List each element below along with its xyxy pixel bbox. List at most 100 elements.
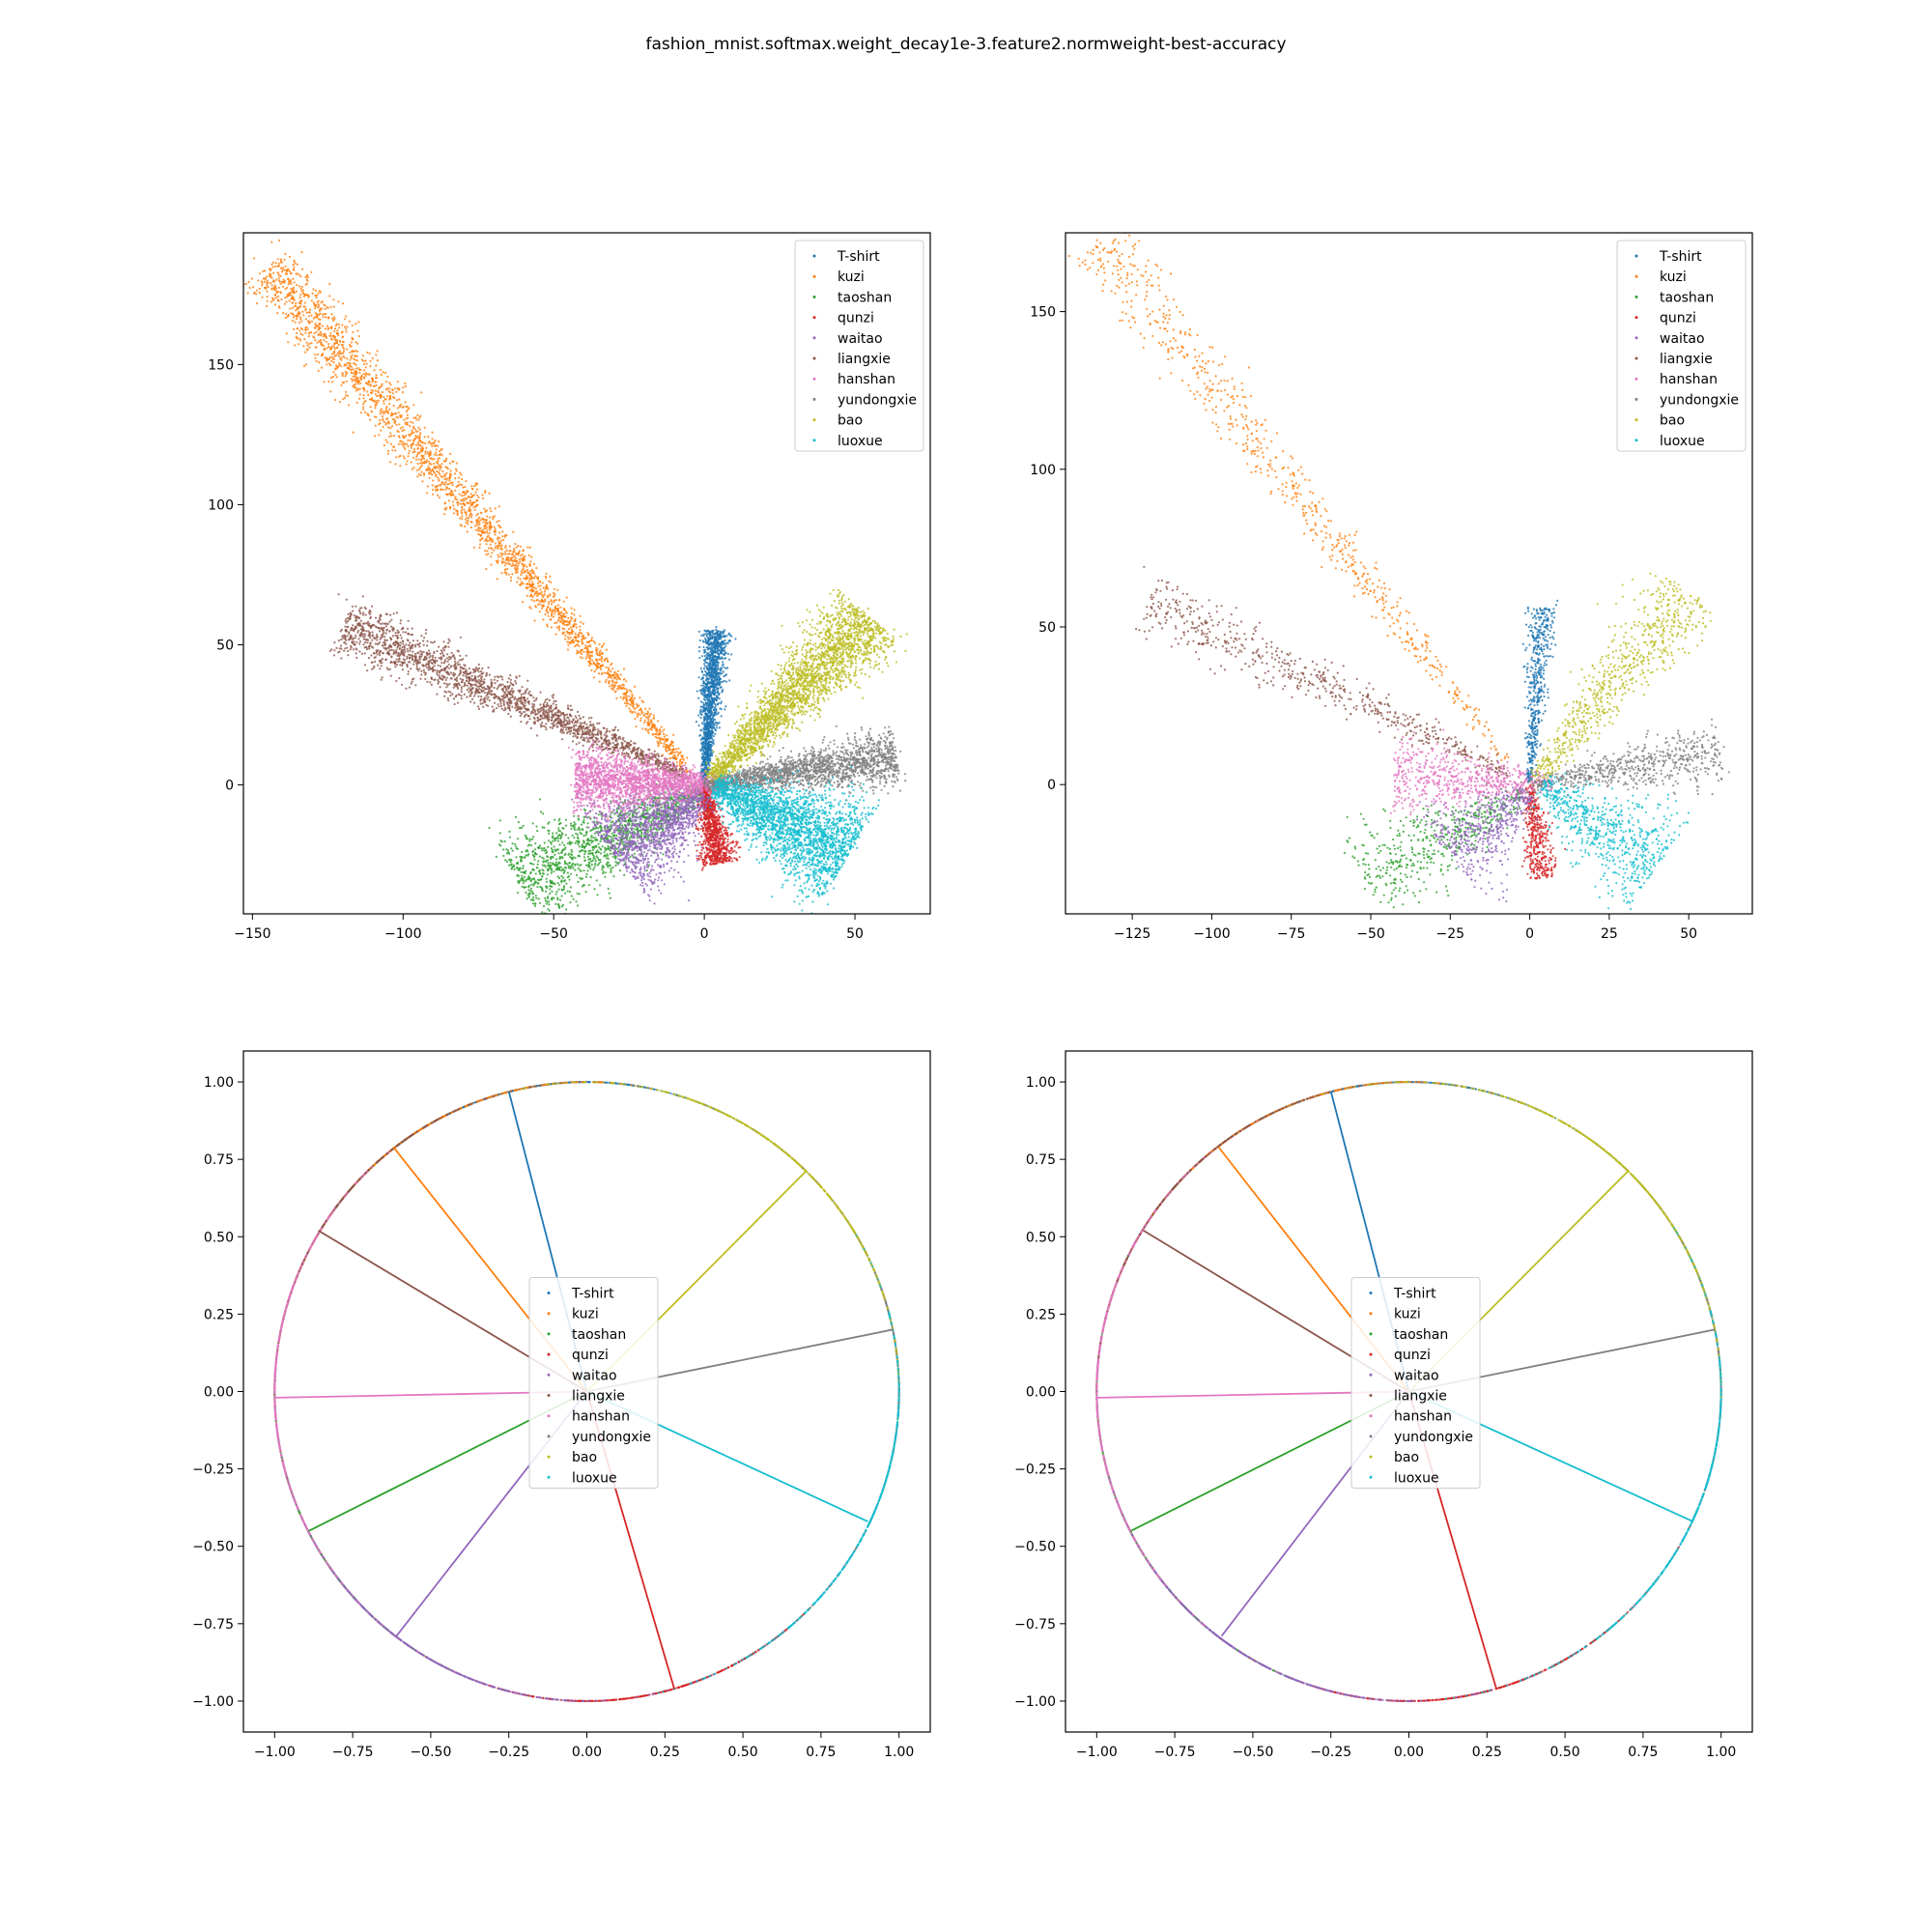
data-point [469, 512, 472, 515]
data-point [716, 647, 719, 650]
data-point [531, 902, 535, 905]
data-point [650, 820, 653, 823]
data-point [437, 440, 440, 442]
data-point [400, 415, 403, 418]
data-point [538, 919, 540, 921]
data-point [571, 841, 574, 844]
data-point [374, 389, 378, 392]
data-point [341, 324, 344, 327]
data-point [522, 549, 525, 552]
data-point [437, 460, 440, 463]
data-point [317, 326, 320, 328]
data-point [537, 860, 540, 863]
data-point [367, 414, 370, 417]
data-point [699, 692, 703, 695]
data-point [580, 869, 582, 873]
data-point [716, 664, 720, 667]
data-point [473, 485, 476, 488]
data-point [395, 456, 398, 459]
data-point [468, 506, 471, 509]
data-point [328, 282, 331, 286]
data-point [589, 655, 592, 658]
data-point [355, 359, 358, 362]
data-point [705, 653, 708, 656]
data-point [357, 380, 360, 384]
data-point [284, 265, 287, 268]
data-point [257, 279, 260, 282]
data-point [266, 284, 269, 287]
data-point [566, 842, 569, 845]
data-point [641, 711, 644, 714]
data-point [461, 505, 464, 508]
data-point [720, 686, 723, 689]
data-point [395, 390, 398, 393]
data-point [383, 400, 385, 403]
data-point [568, 628, 571, 631]
data-point [614, 864, 617, 867]
data-point [377, 399, 381, 402]
data-point [646, 809, 649, 811]
data-point [490, 563, 493, 566]
data-point [727, 658, 731, 661]
data-point [406, 460, 409, 463]
data-point [709, 734, 712, 737]
data-point [384, 371, 387, 375]
data-point [533, 577, 536, 580]
data-point [416, 440, 419, 444]
data-point [615, 681, 618, 684]
data-point [493, 526, 496, 528]
data-point [343, 356, 346, 359]
data-point [400, 403, 403, 406]
data-point [537, 582, 540, 585]
data-point [279, 274, 282, 277]
data-point [578, 644, 581, 648]
data-point [544, 598, 547, 601]
data-point [601, 660, 604, 663]
data-point [564, 638, 567, 640]
data-point [538, 901, 542, 904]
data-point [712, 691, 715, 694]
data-point [546, 625, 549, 628]
data-point [434, 466, 437, 469]
data-point [393, 418, 396, 421]
data-point [599, 840, 602, 843]
data-point [306, 294, 309, 297]
data-point [544, 587, 547, 591]
data-point [491, 538, 494, 541]
data-point [585, 640, 589, 643]
data-point [284, 288, 287, 291]
data-point [576, 649, 579, 652]
data-point [576, 892, 579, 895]
data-point [716, 645, 719, 648]
data-point [332, 361, 335, 364]
data-point [563, 879, 567, 882]
data-point [540, 599, 543, 603]
data-point [428, 476, 431, 479]
data-point [615, 678, 618, 681]
data-point [333, 329, 336, 333]
data-point [330, 359, 333, 362]
data-point [521, 877, 525, 880]
data-point [369, 365, 372, 368]
data-point [474, 491, 477, 494]
data-point [702, 682, 705, 685]
data-point [719, 668, 722, 671]
data-point [407, 439, 410, 441]
data-point [604, 875, 607, 878]
data-point [408, 452, 411, 455]
data-point [698, 734, 701, 737]
data-point [350, 371, 353, 374]
data-point [540, 847, 543, 850]
data-point [298, 285, 301, 288]
data-point [722, 643, 725, 646]
data-point [356, 383, 360, 385]
data-point [703, 691, 706, 695]
data-point [718, 722, 721, 724]
data-point [592, 661, 595, 665]
data-point [298, 321, 301, 325]
data-point [574, 864, 577, 867]
data-point [567, 837, 570, 839]
series-taoshan [488, 781, 710, 921]
data-point [498, 832, 501, 835]
data-point [362, 359, 365, 362]
